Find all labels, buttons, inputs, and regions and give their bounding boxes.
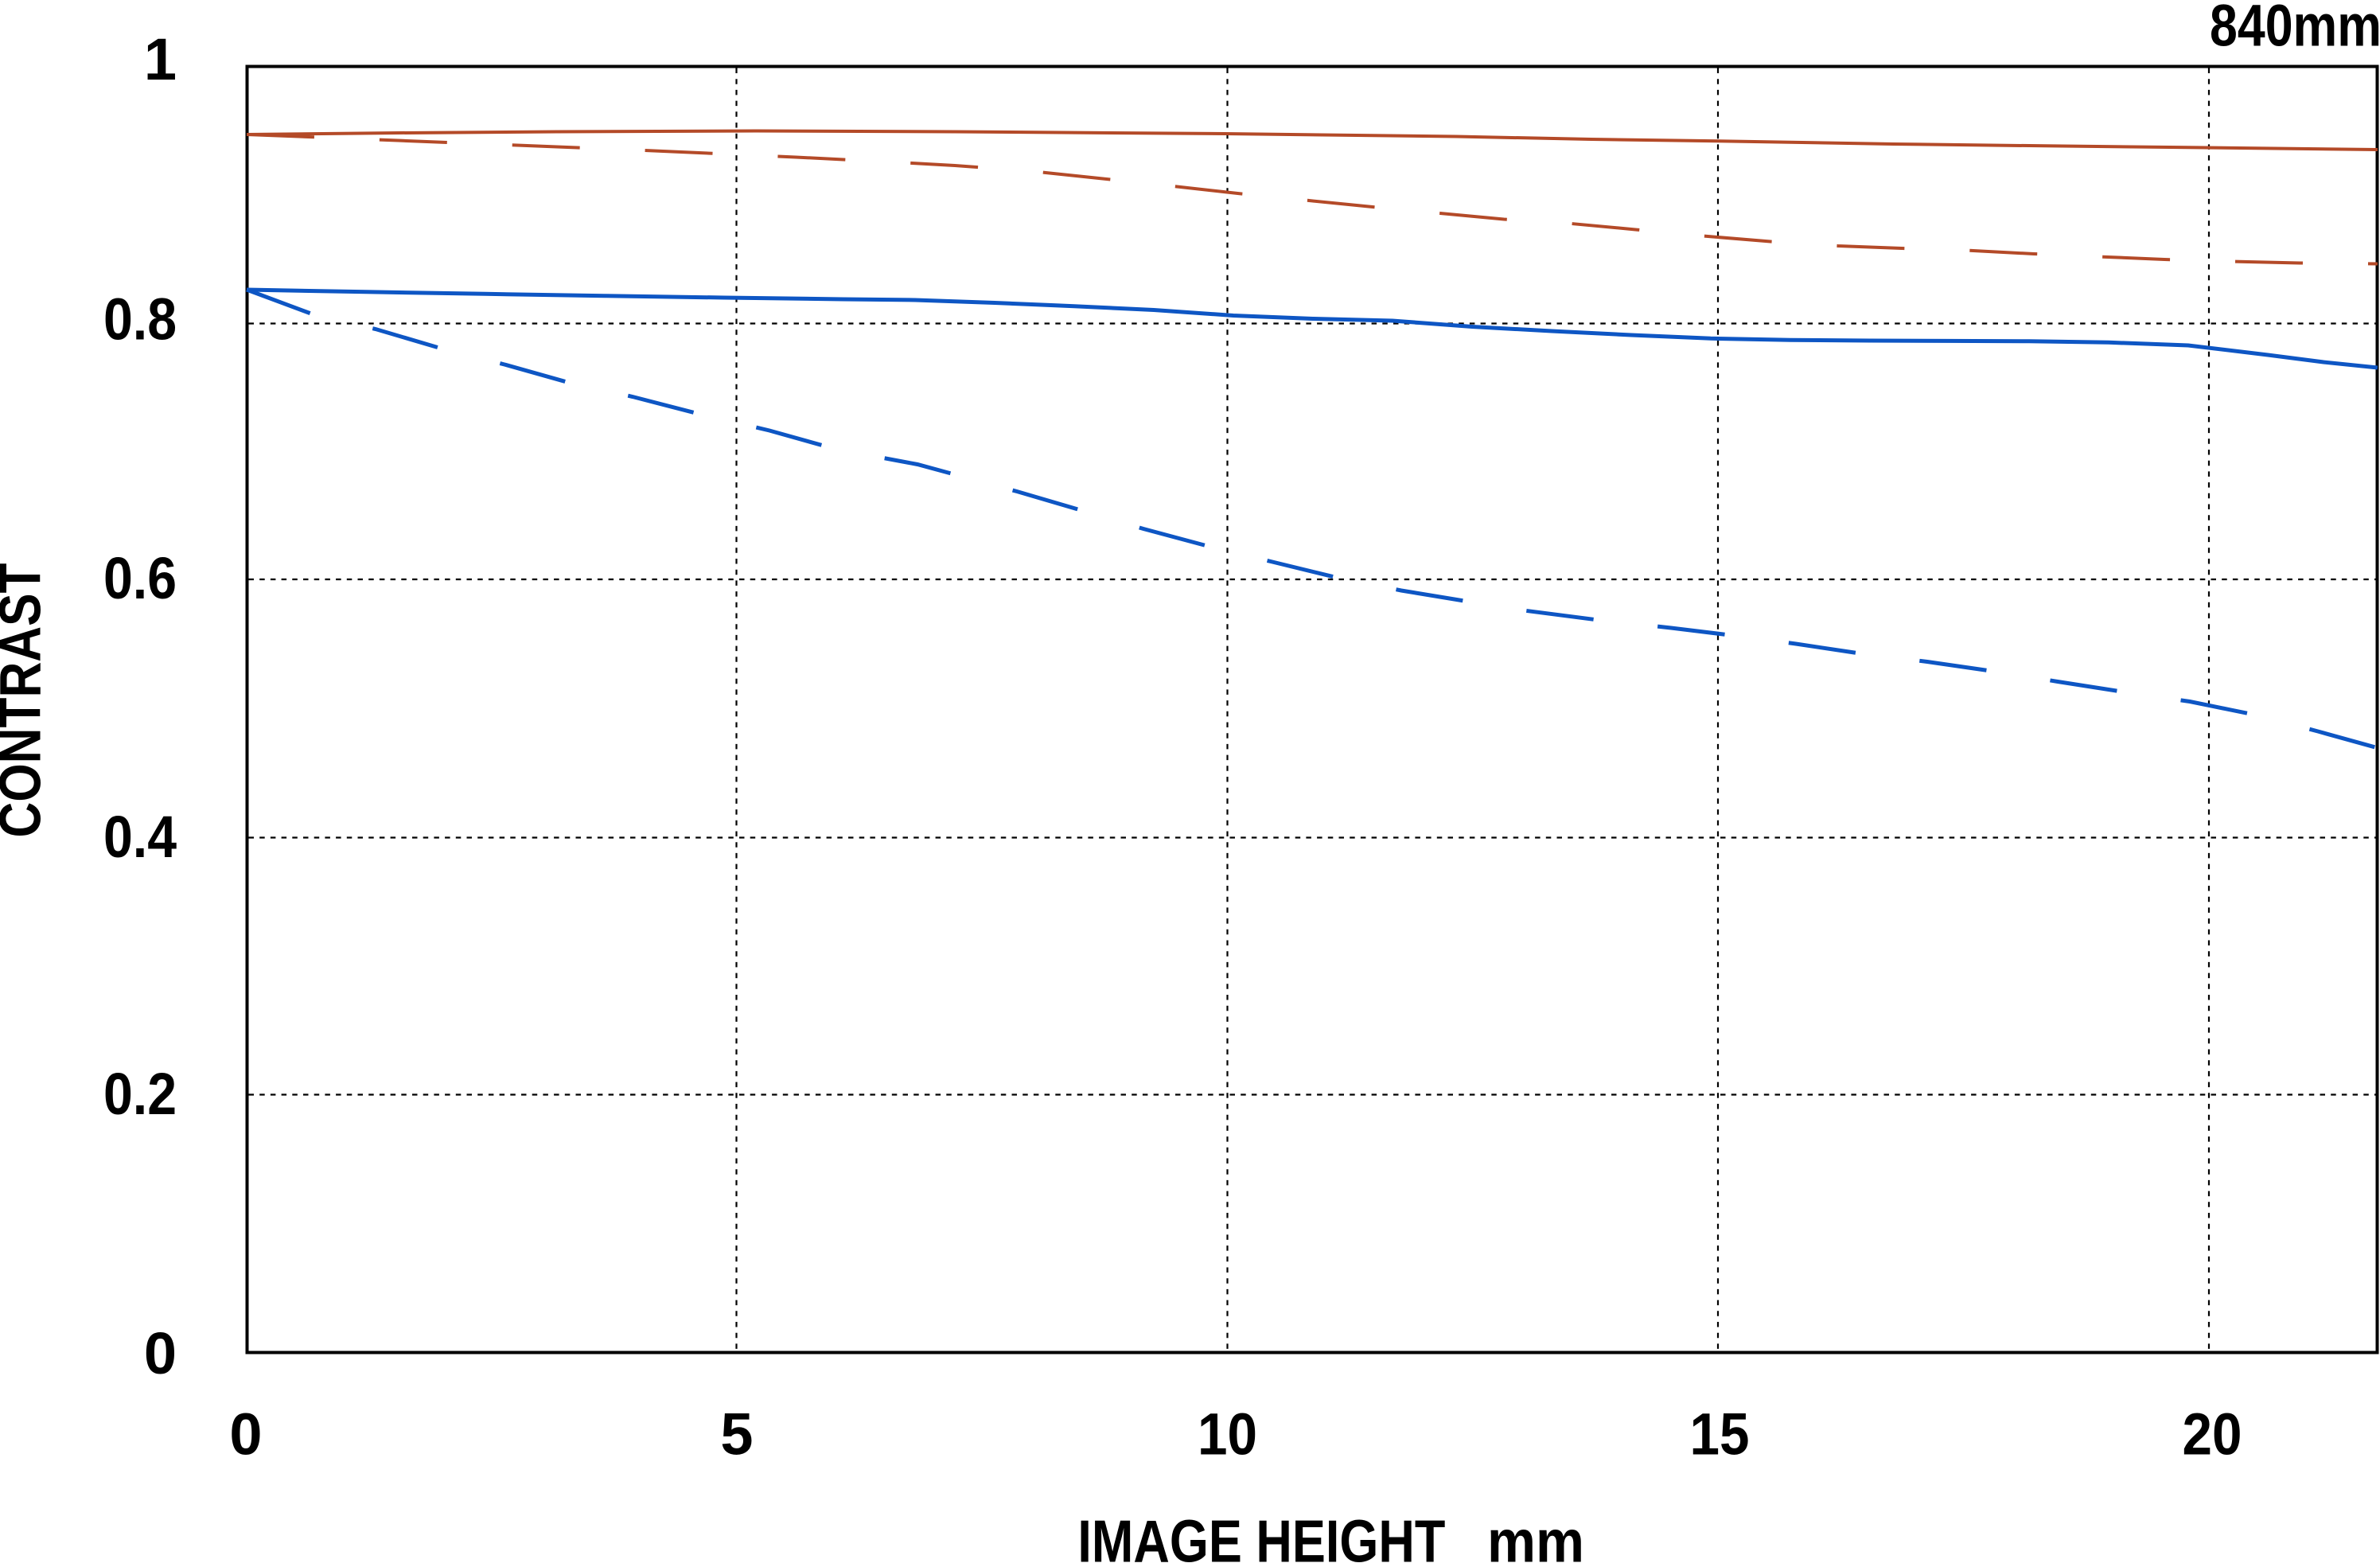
svg-text:15: 15 xyxy=(1690,1401,1750,1468)
svg-text:0.2: 0.2 xyxy=(103,1061,177,1127)
svg-text:0.4: 0.4 xyxy=(103,804,177,870)
svg-text:5: 5 xyxy=(720,1401,753,1468)
svg-text:CONTRAST: CONTRAST xyxy=(0,563,53,838)
svg-text:0.8: 0.8 xyxy=(103,286,177,353)
svg-text:0: 0 xyxy=(229,1401,262,1468)
svg-text:0: 0 xyxy=(144,1320,177,1386)
svg-text:10: 10 xyxy=(1198,1401,1257,1468)
svg-text:840mm: 840mm xyxy=(2210,0,2380,59)
svg-text:20: 20 xyxy=(2183,1401,2242,1468)
svg-text:1: 1 xyxy=(144,26,177,92)
svg-text:IMAGE HEIGHT: IMAGE HEIGHT xyxy=(1077,1508,1445,1563)
svg-text:0.6: 0.6 xyxy=(103,545,177,611)
svg-text:mm: mm xyxy=(1487,1508,1584,1563)
